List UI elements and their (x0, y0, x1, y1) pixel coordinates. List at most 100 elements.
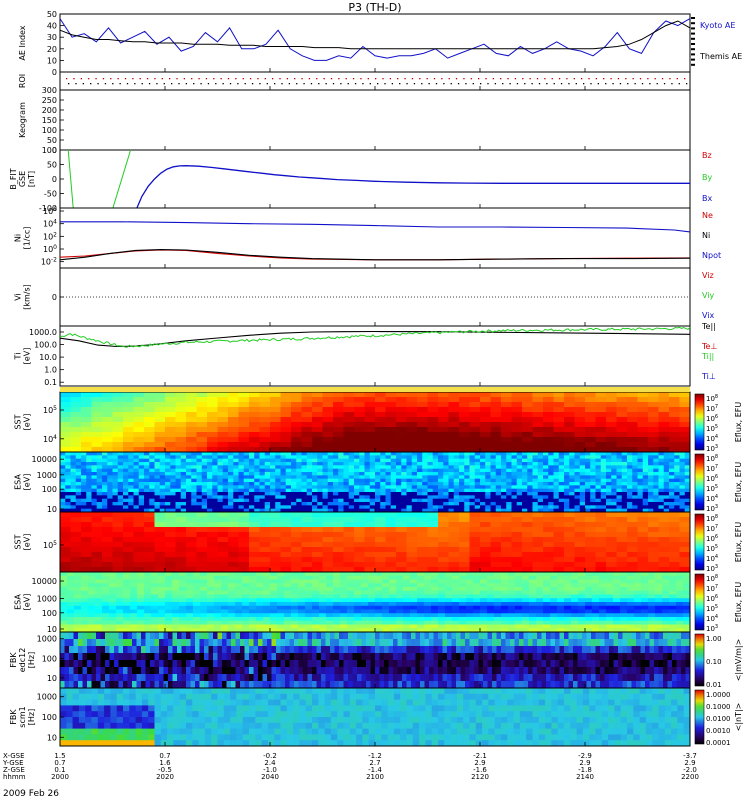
esa1-cell (233, 478, 239, 483)
sst1-cell (175, 412, 187, 418)
sst1-cell (144, 417, 155, 423)
sst1-cell (249, 392, 260, 398)
sst2-cell (322, 542, 334, 548)
sst1-cell (679, 442, 691, 448)
esa1-cell (217, 468, 224, 473)
esa1-cell (280, 482, 287, 486)
sst2-cell (112, 537, 124, 543)
sst1-cell (312, 427, 323, 433)
esa1-cell (364, 458, 371, 463)
esa1-cell (485, 488, 491, 493)
sst1-cell (81, 407, 92, 413)
esa1-cell (669, 498, 675, 503)
esa2-cell (431, 624, 439, 629)
esa1-cell (212, 462, 218, 466)
sst2-cell (259, 567, 271, 573)
esa1-cell (270, 472, 276, 476)
sst1-cell (333, 437, 344, 443)
esa2-cell (270, 590, 278, 595)
esa1-cell (432, 508, 439, 513)
sst1-cell (406, 437, 418, 443)
temperature-ylabel: Ti [eV] (14, 348, 32, 365)
sst1-cell (501, 402, 512, 408)
esa1-cell (679, 458, 686, 463)
esa2-cell (95, 590, 103, 595)
esa1-cell (333, 495, 339, 500)
esa1-cell (621, 462, 628, 466)
esa2-cell (242, 572, 250, 577)
esa1-cell (75, 492, 82, 496)
sst2-cell (333, 562, 344, 568)
sst2-cell (606, 537, 617, 543)
esa2-cell (375, 602, 383, 607)
esa1-cell (96, 478, 103, 483)
sst2-cell (543, 537, 554, 543)
esa1-cell (658, 462, 665, 466)
esa1-cell (91, 502, 98, 506)
esa1-cell (91, 478, 98, 483)
esa1-cell (663, 468, 670, 473)
velocity-legend-viy: Viy (702, 291, 715, 300)
sst1-cell (648, 407, 659, 413)
esa1-cell (348, 458, 355, 463)
sst2-cell (364, 567, 376, 573)
sst1-colorbar-tick: 105 (706, 424, 718, 433)
sst2-cell (669, 557, 680, 563)
esa1-cell (96, 472, 103, 476)
esa2-cell (137, 620, 145, 625)
esa1-cell (275, 502, 281, 506)
sst2-cell (574, 532, 586, 538)
sst1-cell (574, 442, 586, 448)
sst2-cell (144, 557, 155, 563)
esa1-cell (637, 472, 644, 476)
esa1-cell (532, 502, 539, 506)
esa1-cell (175, 478, 182, 483)
esa1-cell (679, 505, 686, 510)
esa1-cell (117, 492, 124, 496)
esa1-cell (291, 455, 297, 460)
esa2-cell (256, 594, 264, 599)
esa1-cell (574, 498, 581, 503)
esa1-cell (280, 458, 287, 463)
esa1-cell (280, 492, 287, 496)
ae-ytick-label: 0 (52, 68, 57, 77)
esa1-cell (375, 502, 381, 506)
esa1-cell (96, 475, 103, 480)
sst2-cell (564, 562, 575, 568)
sst2-cell (679, 512, 691, 518)
esa2-cell (165, 624, 173, 629)
esa1-cell (375, 488, 381, 493)
esa1-cell (259, 452, 266, 456)
esa2-cell (235, 628, 243, 633)
esa2-cell (249, 587, 257, 592)
sst2-cell (207, 567, 218, 573)
sst1-cell (70, 427, 82, 433)
esa1-cell (495, 472, 502, 476)
esa1-cell (406, 508, 413, 513)
esa2-cell (102, 572, 110, 577)
esa1-cell (438, 508, 444, 513)
esa1-cell (254, 485, 260, 490)
esa2-cell (431, 583, 439, 588)
sst1-cell (459, 437, 470, 443)
esa1-cell (453, 472, 460, 476)
sst2-cell (543, 527, 554, 533)
esa1-cell (191, 455, 197, 460)
esa1-cell (495, 465, 502, 470)
esa2-cell (277, 617, 285, 622)
esa1-cell (506, 465, 512, 470)
sst1-cell (291, 392, 302, 398)
sst1-cell (133, 427, 145, 433)
esa1-cell (438, 482, 444, 486)
esa1-cell (543, 468, 549, 473)
sst1-cell (270, 427, 281, 433)
sst2-cell (679, 522, 691, 528)
esa1-cell (364, 462, 371, 466)
sst1-cell (459, 432, 470, 438)
esa1-cell (537, 462, 544, 466)
esa1-cell (390, 485, 397, 490)
sst2-cell (532, 552, 544, 558)
esa1-cell (380, 472, 386, 476)
esa2-cell (403, 609, 411, 614)
sst2-cell (480, 517, 491, 523)
